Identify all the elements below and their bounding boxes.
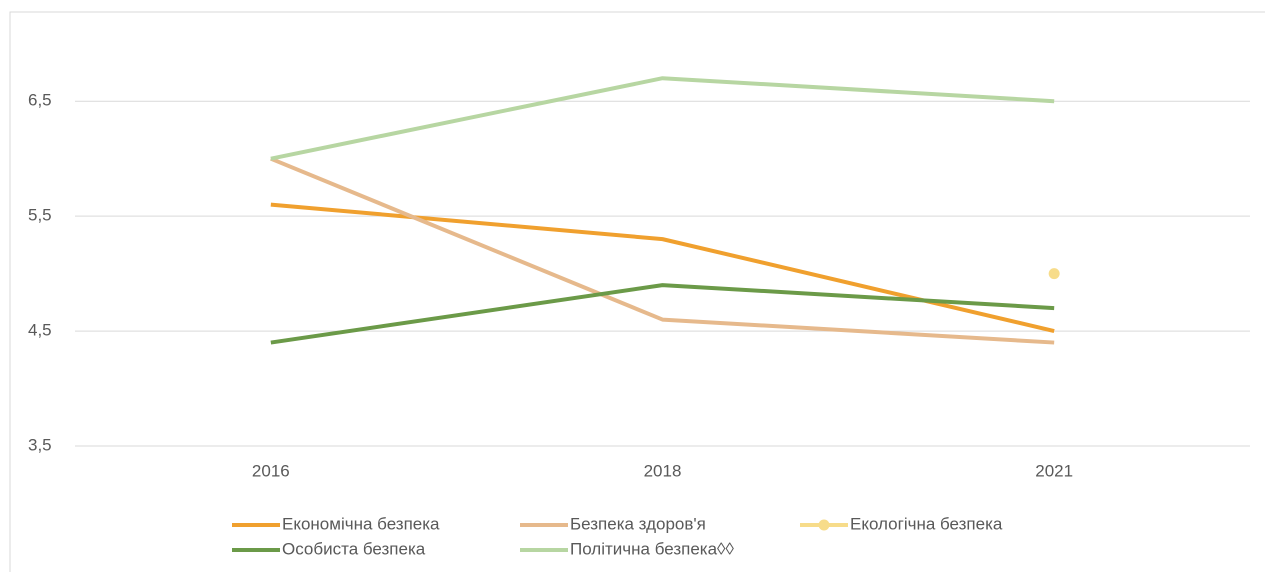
legend-marker — [818, 519, 830, 531]
legend-label: Екологічна безпека — [850, 514, 1003, 533]
y-tick-label: 4,5 — [28, 321, 52, 340]
y-tick-label: 5,5 — [28, 206, 52, 225]
legend-label: Політична безпека◊◊ — [570, 539, 734, 558]
series-line — [270, 76, 1055, 161]
y-tick-label: 3,5 — [28, 435, 52, 454]
y-tick-label: 6,5 — [28, 91, 52, 110]
series-line — [270, 156, 1055, 345]
series-line — [270, 202, 1055, 334]
x-tick-label: 2021 — [1035, 461, 1073, 480]
series-line — [270, 283, 1055, 345]
series-marker — [1048, 268, 1060, 280]
x-tick-label: 2018 — [644, 461, 682, 480]
x-tick-label: 2016 — [252, 461, 290, 480]
legend-label: Безпека здоров'я — [570, 514, 706, 533]
chart-frame — [9, 11, 1265, 572]
legend-label: Економічна безпека — [282, 514, 440, 533]
legend-label: Особиста безпека — [282, 539, 426, 558]
